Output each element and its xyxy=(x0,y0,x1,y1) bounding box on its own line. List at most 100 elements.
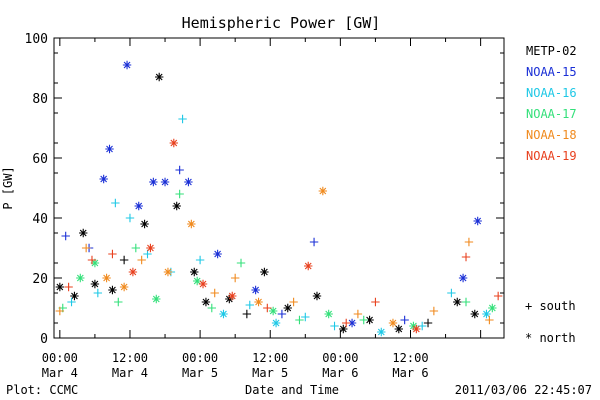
north-point xyxy=(79,228,88,238)
south-point xyxy=(175,165,184,175)
south-point xyxy=(342,318,351,328)
symbol-legend-entry: + south xyxy=(525,299,576,313)
north-point xyxy=(90,279,100,289)
south-point xyxy=(108,249,117,259)
x-tick-date-label: Mar 6 xyxy=(392,366,428,380)
series xyxy=(64,138,503,334)
north-point xyxy=(377,327,386,337)
x-tick-date-label: Mar 5 xyxy=(182,366,218,380)
y-tick-label: 40 xyxy=(32,212,48,227)
south-point xyxy=(236,258,246,268)
north-point xyxy=(339,324,348,334)
south-point xyxy=(125,213,135,223)
x-tick-date-label: Mar 5 xyxy=(252,366,288,380)
south-point xyxy=(400,315,409,325)
north-point xyxy=(184,177,193,187)
x-tick-label: 00:00 xyxy=(42,351,78,365)
north-point xyxy=(482,309,491,319)
south-point xyxy=(359,315,368,325)
north-point xyxy=(160,177,170,187)
data-points xyxy=(55,60,503,337)
south-point xyxy=(330,321,339,331)
north-point xyxy=(470,309,479,319)
y-tick-label: 80 xyxy=(32,92,48,107)
north-point xyxy=(260,267,269,277)
south-point xyxy=(429,306,439,316)
north-point xyxy=(190,267,199,277)
north-point xyxy=(192,276,202,286)
chart-title: Hemispheric Power [GW] xyxy=(182,14,381,32)
plot-timestamp: 2011/03/06 22:45:07 xyxy=(455,383,592,397)
x-tick-label: 00:00 xyxy=(322,351,358,365)
south-point xyxy=(461,252,471,262)
north-point xyxy=(70,291,79,301)
north-point xyxy=(122,60,132,70)
north-point xyxy=(271,318,281,328)
north-point xyxy=(154,72,164,82)
north-point xyxy=(488,303,497,313)
north-point xyxy=(228,291,237,301)
north-point xyxy=(254,297,263,307)
south-point xyxy=(242,309,252,319)
x-tick-label: 12:00 xyxy=(392,351,428,365)
south-point xyxy=(175,189,184,199)
south-point xyxy=(295,315,304,325)
south-point xyxy=(119,255,129,265)
north-point xyxy=(198,279,208,289)
north-point xyxy=(312,291,322,301)
north-point xyxy=(453,297,462,307)
north-point xyxy=(394,324,404,334)
legend-entry: NOAA-17 xyxy=(526,107,577,121)
y-axis-label: P [GW] xyxy=(1,166,15,209)
north-point xyxy=(108,285,117,295)
south-point xyxy=(245,300,254,310)
north-point xyxy=(283,303,292,313)
y-tick-label: 100 xyxy=(25,32,48,47)
north-point xyxy=(134,201,143,211)
south-point xyxy=(309,237,319,247)
north-point xyxy=(55,282,65,292)
x-axis-label: Date and Time xyxy=(245,383,339,397)
north-point xyxy=(219,309,228,319)
x-tick-label: 12:00 xyxy=(252,351,288,365)
south-point xyxy=(87,255,97,265)
north-point xyxy=(102,273,111,283)
south-point xyxy=(137,255,146,265)
symbol-legend-entry: * north xyxy=(525,331,576,345)
north-point xyxy=(163,267,173,277)
north-point xyxy=(251,285,260,295)
series xyxy=(67,114,491,337)
north-point xyxy=(201,297,211,307)
x-tick-label: 12:00 xyxy=(112,351,148,365)
north-point xyxy=(169,138,179,148)
north-point xyxy=(268,306,278,316)
y-tick-label: 0 xyxy=(40,332,48,347)
south-point xyxy=(210,288,219,298)
south-point xyxy=(111,198,120,208)
series xyxy=(58,189,497,331)
south-point xyxy=(67,297,76,307)
north-point xyxy=(187,219,196,229)
south-point xyxy=(371,297,380,307)
north-point xyxy=(412,324,421,334)
south-point xyxy=(55,306,65,316)
north-point xyxy=(365,315,374,325)
legend-entry: METP-02 xyxy=(526,44,577,58)
south-point xyxy=(114,297,123,307)
south-point xyxy=(230,273,240,283)
north-point xyxy=(172,201,181,211)
south-point xyxy=(195,255,205,265)
south-point xyxy=(493,291,503,301)
y-tick-label: 20 xyxy=(32,272,48,287)
x-tick-label: 00:00 xyxy=(182,351,218,365)
south-point xyxy=(277,309,287,319)
south-point xyxy=(131,243,141,253)
south-point xyxy=(461,297,471,307)
legend-entry: NOAA-15 xyxy=(526,65,577,79)
north-point xyxy=(458,273,468,283)
south-point xyxy=(423,318,433,328)
north-point xyxy=(213,249,222,259)
north-point xyxy=(105,144,114,154)
legend: METP-02 NOAA-15 NOAA-16 NOAA-17 NOAA-18 NOAA-… xyxy=(525,44,577,345)
